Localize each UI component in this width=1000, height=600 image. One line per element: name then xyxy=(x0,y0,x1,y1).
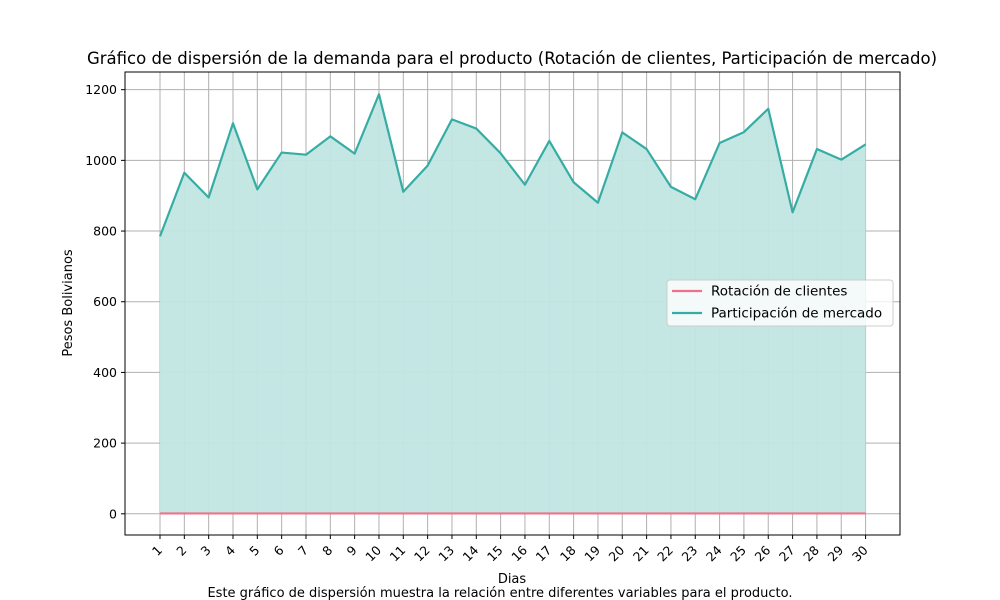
x-tick-label: 29 xyxy=(825,542,847,564)
y-tick-label: 1200 xyxy=(85,82,117,97)
x-tick-label: 23 xyxy=(679,543,701,565)
x-tick-label: 1 xyxy=(149,543,165,559)
x-tick-label: 2 xyxy=(173,543,189,559)
chart-title: Gráfico de dispersión de la demanda para… xyxy=(87,49,937,68)
x-tick-label: 27 xyxy=(776,543,798,565)
y-tick-label: 1000 xyxy=(85,153,117,168)
x-tick-label: 5 xyxy=(246,543,262,559)
x-tick-label: 18 xyxy=(557,542,579,564)
legend-label: Rotación de clientes xyxy=(711,284,847,300)
x-tick-label: 11 xyxy=(387,543,409,565)
x-tick-label: 4 xyxy=(222,542,238,558)
y-tick-label: 600 xyxy=(93,294,117,309)
x-tick-label: 7 xyxy=(295,543,311,559)
x-tick-label: 13 xyxy=(435,543,457,565)
x-tick-label: 22 xyxy=(654,543,676,565)
x-tick-label: 6 xyxy=(271,542,287,558)
chart-caption: Este gráfico de dispersión muestra la re… xyxy=(207,586,792,600)
area-fill-series-1 xyxy=(160,94,866,514)
series-lines xyxy=(158,93,867,515)
y-tick-label: 0 xyxy=(109,506,117,521)
x-axis-ticks: 1 2 3 4 5 6 7 8 9 10 11 12 13 14 15 16 17 18 19 20 21 22 23 24 2… xyxy=(149,535,871,564)
legend-label: Participación de mercado xyxy=(711,306,882,322)
x-tick-label: 17 xyxy=(533,543,555,565)
x-tick-label: 25 xyxy=(727,543,749,565)
x-tick-label: 8 xyxy=(319,542,335,558)
x-tick-label: 19 xyxy=(581,542,603,564)
x-tick-label: 16 xyxy=(508,542,530,564)
y-tick-label: 400 xyxy=(93,365,117,380)
legend-box xyxy=(666,279,894,327)
y-axis-label: Pesos Bolivianos xyxy=(61,249,76,357)
x-tick-label: 10 xyxy=(362,542,384,564)
x-tick-label: 20 xyxy=(606,542,628,564)
legend: Rotación de clientes Participación de mer… xyxy=(666,279,894,327)
x-tick-label: 12 xyxy=(411,543,433,565)
x-axis-label: Dias xyxy=(498,572,527,587)
x-tick-label: 28 xyxy=(800,542,822,564)
x-tick-label: 3 xyxy=(198,543,214,559)
x-tick-label: 24 xyxy=(703,542,725,564)
y-tick-label: 200 xyxy=(93,436,117,451)
x-tick-label: 9 xyxy=(344,542,360,558)
plot-frame xyxy=(124,71,901,536)
x-tick-label: 14 xyxy=(460,542,482,564)
x-tick-label: 26 xyxy=(752,542,774,564)
series-line-1 xyxy=(158,93,867,237)
x-tick-label: 21 xyxy=(630,543,652,565)
y-axis-ticks: 0 200 400 600 800 1000 1200 xyxy=(85,82,125,521)
y-tick-label: 800 xyxy=(93,224,117,239)
x-tick-label: 30 xyxy=(849,542,871,564)
x-tick-label: 15 xyxy=(484,543,506,565)
area-fills xyxy=(160,94,866,514)
